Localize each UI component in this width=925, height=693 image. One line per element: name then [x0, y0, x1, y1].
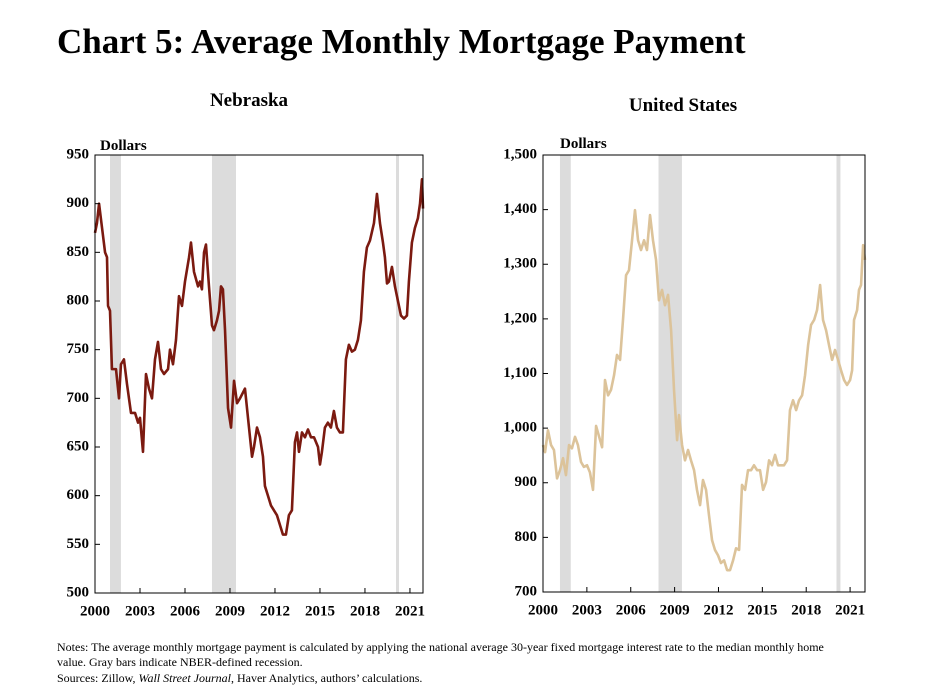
x-tick-label: 2015 — [747, 602, 777, 618]
x-tick-label: 2012 — [703, 602, 733, 618]
y-tick-label: 950 — [67, 146, 90, 162]
y-tick-label: 550 — [67, 536, 90, 552]
x-tick-label: 2018 — [350, 603, 380, 619]
x-tick-label: 2012 — [260, 603, 290, 619]
sources-text: , Haver Analytics, authors’ calculations… — [231, 671, 422, 685]
y-tick-label: 900 — [67, 195, 90, 211]
y-tick-label: 700 — [515, 583, 538, 599]
data-line — [93, 178, 425, 536]
y-axis-unit: Dollars — [100, 138, 147, 154]
y-axis-unit: Dollars — [560, 136, 607, 152]
sources-text: Sources: Zillow, — [57, 671, 139, 685]
x-tick-label: 2000 — [80, 603, 110, 619]
y-tick-label: 1,100 — [503, 365, 537, 381]
x-tick-label: 2006 — [616, 602, 647, 618]
recession-bar — [396, 155, 400, 593]
data-line — [541, 208, 867, 572]
x-tick-label: 2000 — [528, 602, 558, 618]
y-tick-label: 850 — [67, 244, 90, 260]
recession-bar — [211, 155, 236, 593]
y-tick-label: 900 — [515, 474, 538, 490]
x-tick-label: 2009 — [215, 603, 245, 619]
panel-title: United States — [629, 95, 737, 116]
x-tick-label: 2003 — [572, 602, 602, 618]
y-tick-label: 1,400 — [503, 201, 537, 217]
x-tick-label: 2021 — [835, 602, 865, 618]
x-tick-label: 2021 — [395, 603, 425, 619]
x-tick-label: 2015 — [305, 603, 335, 619]
recession-bar — [559, 155, 571, 592]
y-tick-label: 750 — [67, 341, 90, 357]
sources-text: Wall Street Journal — [139, 671, 232, 685]
plot-frame — [94, 154, 424, 594]
note-line: Notes: The average monthly mortgage paym… — [57, 640, 824, 654]
y-tick-label: 800 — [515, 529, 538, 545]
panel-title: Nebraska — [210, 90, 289, 111]
y-tick-label: 1,200 — [503, 310, 537, 326]
y-tick-label: 1,500 — [503, 146, 537, 162]
recession-bar — [658, 155, 682, 592]
y-tick-label: 600 — [67, 487, 90, 503]
y-tick-label: 650 — [67, 438, 90, 454]
note-line: value. Gray bars indicate NBER-defined r… — [57, 655, 303, 669]
recession-bar — [836, 155, 841, 592]
page-title: Chart 5: Average Monthly Mortgage Paymen… — [57, 22, 746, 61]
y-tick-label: 1,000 — [503, 420, 537, 436]
y-tick-label: 700 — [67, 390, 90, 406]
y-tick-label: 1,300 — [503, 256, 537, 272]
x-tick-label: 2018 — [791, 602, 821, 618]
y-tick-label: 500 — [67, 584, 90, 600]
x-tick-label: 2009 — [660, 602, 690, 618]
y-tick-label: 800 — [67, 292, 90, 308]
x-tick-label: 2003 — [125, 603, 155, 619]
plot-frame — [542, 154, 866, 593]
sources: Sources: Zillow, Wall Street Journal, Ha… — [57, 671, 422, 685]
x-tick-label: 2006 — [170, 603, 201, 619]
